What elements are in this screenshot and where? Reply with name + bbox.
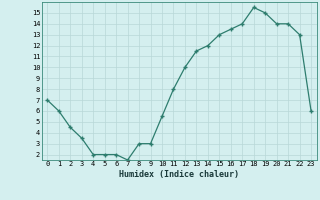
X-axis label: Humidex (Indice chaleur): Humidex (Indice chaleur) (119, 170, 239, 179)
